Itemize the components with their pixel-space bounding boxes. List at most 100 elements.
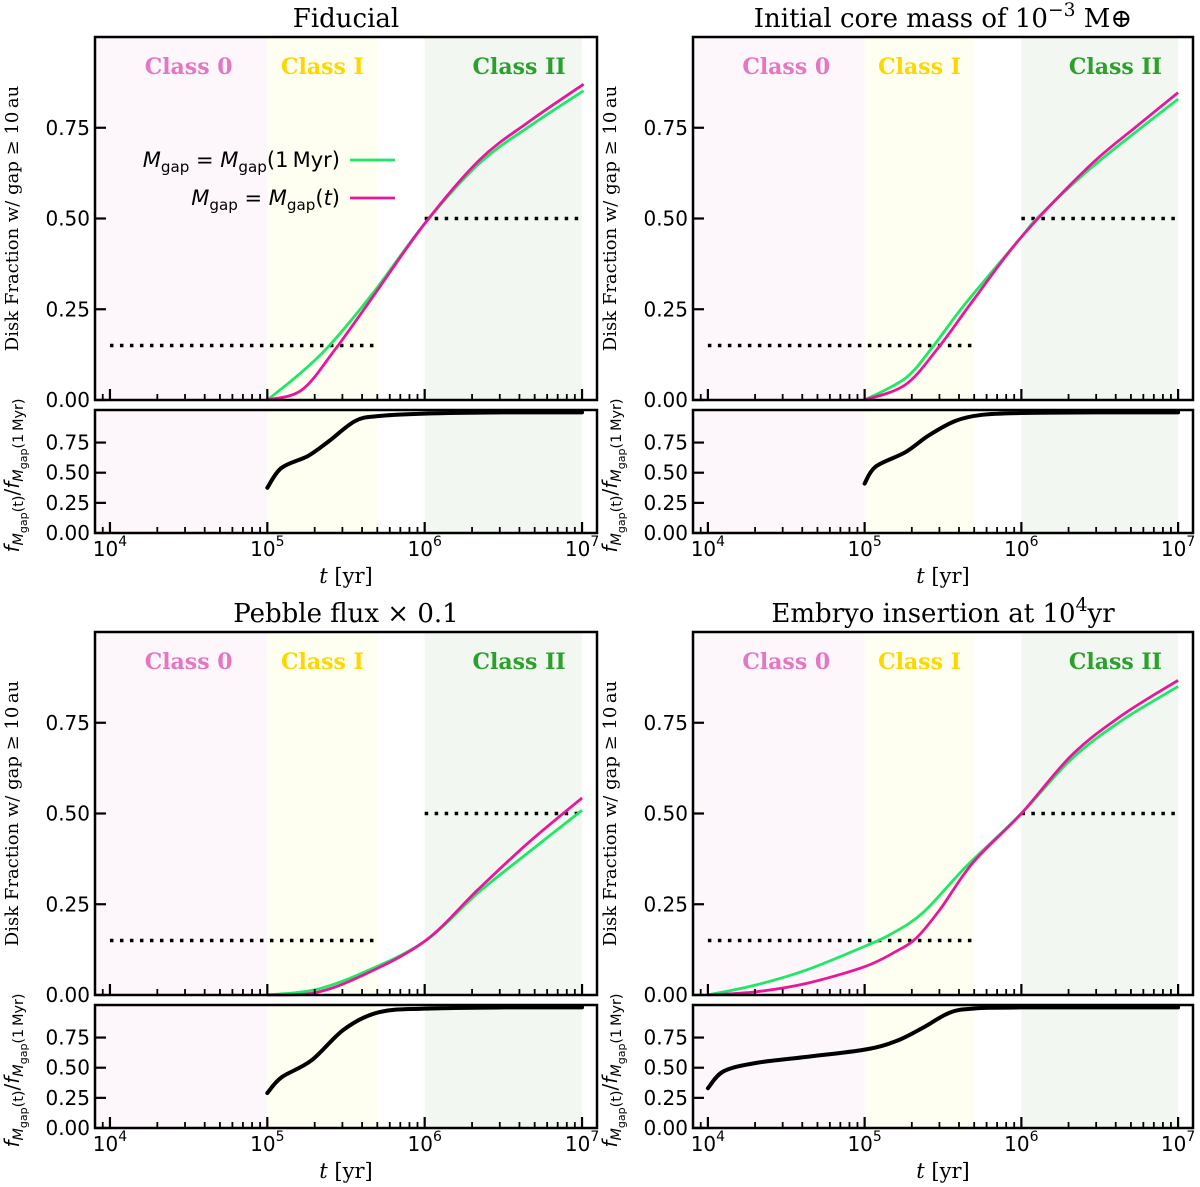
text-part: Embryo insertion at 10 (771, 599, 1075, 629)
class-region-bg (864, 37, 975, 400)
text-part: M (143, 148, 161, 172)
ratio-y-tick-label: 0.00 (45, 1116, 90, 1140)
x-tick-exponent: 4 (716, 534, 725, 550)
x-tick-label: 105 (250, 1129, 284, 1156)
text-part: (1 Myr) (267, 148, 340, 172)
text-part: gap (238, 158, 266, 176)
text-part: f (598, 1138, 622, 1148)
ratio-y-axis-label: fMgap(t)/fMgap(1 Myr) (598, 398, 628, 552)
text-part: t (916, 1159, 925, 1183)
y-tick-label: 0.50 (45, 802, 90, 826)
ratio-axes-frame (691, 1003, 1195, 1130)
text-part: −3 (1048, 0, 1076, 21)
x-tick-base: 10 (93, 537, 118, 561)
text-part: / (598, 1083, 622, 1090)
class-region-bg (1021, 410, 1179, 533)
class-label: Class I (878, 649, 961, 675)
text-part: t (916, 564, 925, 588)
x-tick-base: 10 (407, 537, 432, 561)
class-region-bg (864, 410, 975, 533)
text-part: M (609, 1064, 625, 1077)
text-part: M (11, 1064, 27, 1077)
text-part: t (324, 186, 333, 210)
x-tick-exponent: 4 (118, 1129, 127, 1145)
legend-label: Mgap = Mgap(t) (191, 186, 340, 214)
x-tick-label: 106 (407, 1129, 441, 1156)
x-tick-exponent: 6 (1030, 1129, 1039, 1145)
class-label: Class I (281, 649, 364, 675)
x-tick-exponent: 7 (590, 1129, 599, 1145)
series-line-evolving (266, 83, 585, 402)
x-tick-exponent: 5 (873, 534, 882, 550)
y-tick-label: 0.25 (643, 297, 688, 321)
text-part: f (0, 1138, 24, 1148)
x-tick-label: 107 (1161, 1129, 1195, 1156)
y-tick-label: 0.25 (45, 297, 90, 321)
x-tick-base: 10 (250, 537, 275, 561)
x-tick-label: 105 (847, 534, 881, 561)
ratio-y-tick-label: 0.50 (45, 1056, 90, 1080)
class-label: Class 0 (742, 649, 830, 675)
x-axis-label: t [yr] (319, 1159, 372, 1183)
text-part: 4 (1076, 595, 1088, 616)
x-tick-exponent: 4 (118, 534, 127, 550)
ratio-y-tick-label: 0.00 (643, 1116, 688, 1140)
y-tick-label: 0.50 (45, 207, 90, 231)
x-tick-label: 104 (93, 534, 127, 561)
x-tick-label: 107 (1161, 534, 1195, 561)
x-tick-exponent: 5 (276, 534, 285, 550)
ratio-y-tick-label: 0.00 (643, 521, 688, 545)
text-part: Initial core mass of 10 (754, 4, 1048, 34)
text-part: Pebble flux × 0.1 (233, 599, 458, 629)
x-tick-exponent: 7 (1186, 1129, 1195, 1145)
class-label: Class II (473, 54, 566, 80)
y-tick-label: 0.75 (45, 116, 90, 140)
text-part: t (319, 564, 328, 588)
panel-title: Initial core mass of 10−3 M⊕ (754, 0, 1132, 34)
x-tick-base: 10 (250, 1132, 275, 1156)
text-part: / (598, 488, 622, 495)
text-part: (1 Myr) (11, 993, 27, 1043)
x-tick-label: 104 (691, 534, 725, 561)
ratio-y-tick-label: 0.25 (45, 1086, 90, 1110)
x-tick-label: 106 (407, 534, 441, 561)
series-line-evolving (864, 91, 1179, 402)
text-part: gap (615, 1107, 628, 1128)
x-tick-base: 10 (847, 1132, 872, 1156)
class-region-bg (693, 410, 865, 533)
class-region-bg (1021, 1005, 1179, 1128)
x-tick-base: 10 (1161, 1132, 1186, 1156)
x-axis-label: t [yr] (319, 564, 372, 588)
y-tick-label: 0.25 (45, 892, 90, 916)
text-part: / (0, 488, 24, 495)
text-part: [yr] (328, 1159, 373, 1183)
text-part: t (319, 1159, 328, 1183)
ratio-line (862, 410, 1181, 486)
class-region-bg (267, 1005, 378, 1128)
x-tick-label: 104 (691, 1129, 725, 1156)
x-tick-exponent: 5 (873, 1129, 882, 1145)
class-region-bg (424, 1005, 583, 1128)
text-part: (t) (609, 495, 625, 512)
text-part: f (0, 543, 24, 553)
text-part: gap (615, 512, 628, 533)
ratio-axes-frame (93, 408, 599, 535)
text-part: gap (287, 196, 315, 214)
x-tick-label: 106 (1004, 1129, 1038, 1156)
text-part: M⊕ (1076, 4, 1133, 34)
text-part: = (189, 148, 220, 172)
y-tick-label: 0.00 (45, 983, 90, 1007)
x-tick-exponent: 6 (433, 534, 442, 550)
y-axis-label: Disk Fraction w/ gap ≥ 10 au (2, 86, 23, 351)
text-part: M (609, 1128, 625, 1141)
class-region-bg (693, 37, 865, 400)
class-label: Class I (281, 54, 364, 80)
series-line-fixed (707, 685, 1179, 997)
y-tick-label: 0.75 (643, 711, 688, 735)
y-tick-label: 0.00 (643, 388, 688, 412)
ratio-y-tick-label: 0.75 (643, 431, 688, 455)
